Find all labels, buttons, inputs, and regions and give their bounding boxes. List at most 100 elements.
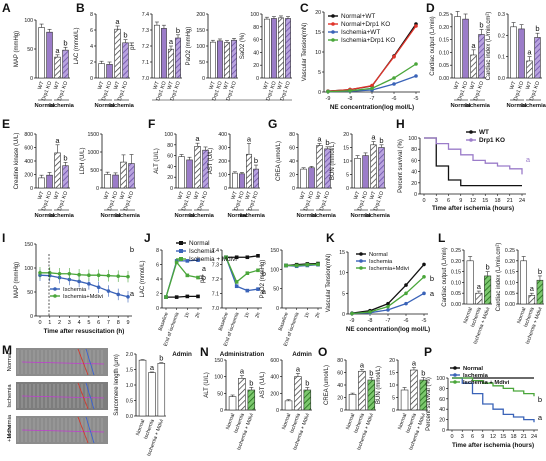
y-tick-label: 60 (289, 146, 295, 152)
y-tick-label: 600 (24, 146, 33, 152)
legend-marker (331, 14, 335, 18)
data-point (392, 55, 396, 59)
bar (104, 174, 111, 189)
data-point (414, 62, 418, 66)
x-tick-label: 4 (78, 320, 81, 326)
data-point (392, 76, 396, 80)
x-tick-label: WT (315, 190, 324, 200)
y-tick-label: 7.1 (212, 292, 219, 298)
data-point (174, 260, 179, 265)
data-point (174, 295, 179, 299)
x-tick-label: -6 (392, 96, 397, 102)
y-axis-label: PaO2 (mmHg) (186, 27, 192, 66)
y-tick-label: 7.2 (142, 44, 149, 50)
y-tick-label: 0.25 (439, 12, 449, 18)
significance-label: a (202, 266, 206, 273)
y-tick-label: 100 (24, 18, 33, 24)
significance-label: a (471, 41, 476, 50)
significance-label: a (247, 134, 252, 143)
x-tick-label: 2h (314, 311, 322, 318)
x-axis-label: Time after resuscitation (h) (44, 328, 125, 335)
bar (122, 42, 129, 79)
measurement-line (85, 416, 95, 444)
y-tick-label: 600 (270, 358, 279, 364)
measurement-line (85, 382, 95, 410)
y-tick-label: 80 (439, 386, 445, 392)
y-tick-label: 1500 (87, 132, 99, 138)
bar (224, 42, 230, 79)
x-tick-label: WT (469, 80, 478, 90)
y-tick-label: 5 (342, 291, 345, 297)
x-axis-label: NE concentration(log mol/L) (330, 104, 414, 111)
measurement-line (77, 416, 89, 444)
y-tick-label: 80 (289, 132, 295, 138)
significance-label: b (305, 379, 309, 388)
y-tick-label: 20 (289, 173, 295, 179)
bar (378, 147, 385, 189)
significance-label: a (55, 46, 60, 55)
data-point (234, 255, 239, 260)
y-tick-label: 0.05 (439, 63, 449, 69)
bar (284, 400, 293, 411)
series-line (286, 263, 319, 267)
significance-label: a (371, 133, 376, 142)
group-label-normal: Normal (95, 103, 115, 109)
y-tick-label: 0 (156, 306, 159, 312)
panel-letter-P: P (424, 345, 432, 359)
data-point (185, 259, 190, 263)
x-tick-label: -7 (370, 96, 375, 102)
bar (520, 260, 527, 305)
series-line (165, 259, 199, 298)
y-tick-label: 0.1 (498, 55, 505, 61)
x-tick-label: -8 (348, 96, 353, 102)
x-tick-label: Normal (516, 307, 527, 325)
significance-label: a (55, 136, 60, 145)
legend-marker (469, 138, 473, 142)
x-tick-label: 18 (510, 434, 516, 440)
group-label-ischemia: Ischemia (109, 103, 135, 109)
legend-label: Ischemia + Mdivi (189, 256, 237, 263)
bar (232, 172, 238, 189)
bar (46, 31, 53, 79)
group-label-ischemia: Ischemia (311, 213, 337, 219)
y-axis-label: BUN (mmol/L) (330, 142, 336, 180)
x-tick-label: WT (230, 190, 239, 200)
y-tick-label: 0 (392, 408, 395, 414)
significance-label: b (479, 20, 483, 29)
significance-label: a (150, 363, 155, 372)
y-tick-label: 100 (218, 173, 227, 179)
group-label-normal: Normal (451, 103, 471, 109)
bar (253, 168, 259, 189)
data-point (234, 280, 239, 284)
y-tick-label: 40 (411, 170, 417, 176)
group-label-normal: Normal (175, 213, 195, 219)
x-tick-label: 6 (447, 198, 450, 204)
legend-marker (179, 249, 183, 253)
data-point (422, 262, 426, 267)
y-axis-label: pH (200, 275, 206, 283)
bar (161, 28, 167, 79)
bar (518, 28, 525, 79)
x-tick-label: 0 (450, 434, 453, 440)
y-tick-label: 100 (196, 44, 205, 50)
y-tick-label: 10 (315, 50, 321, 56)
y-tick-label: 50 (217, 391, 223, 397)
measurement-line (77, 348, 89, 376)
y-tick-label: 0 (96, 186, 99, 192)
x-tick-label: WT (53, 190, 62, 200)
y-axis-label: Creatine kinase (U/L) (14, 133, 20, 190)
y-tick-label: 0.15 (439, 38, 449, 44)
y-tick-label: 8 (90, 12, 93, 18)
bar (308, 167, 315, 189)
x-tick-label: 1h (244, 311, 252, 318)
group-label-normal: Normal (101, 213, 121, 219)
y-tick-label: 0 (442, 428, 445, 434)
significance-label: b (63, 38, 67, 47)
y-tick-label: 15 (315, 30, 321, 36)
microscopy-row-label: +Mdivi (7, 425, 13, 442)
data-point (256, 287, 260, 291)
series-line (165, 260, 199, 298)
x-tick-label: 2h (194, 311, 202, 318)
y-tick-label: 1.0 (126, 383, 133, 389)
x-tick-label: 2 (58, 320, 61, 326)
